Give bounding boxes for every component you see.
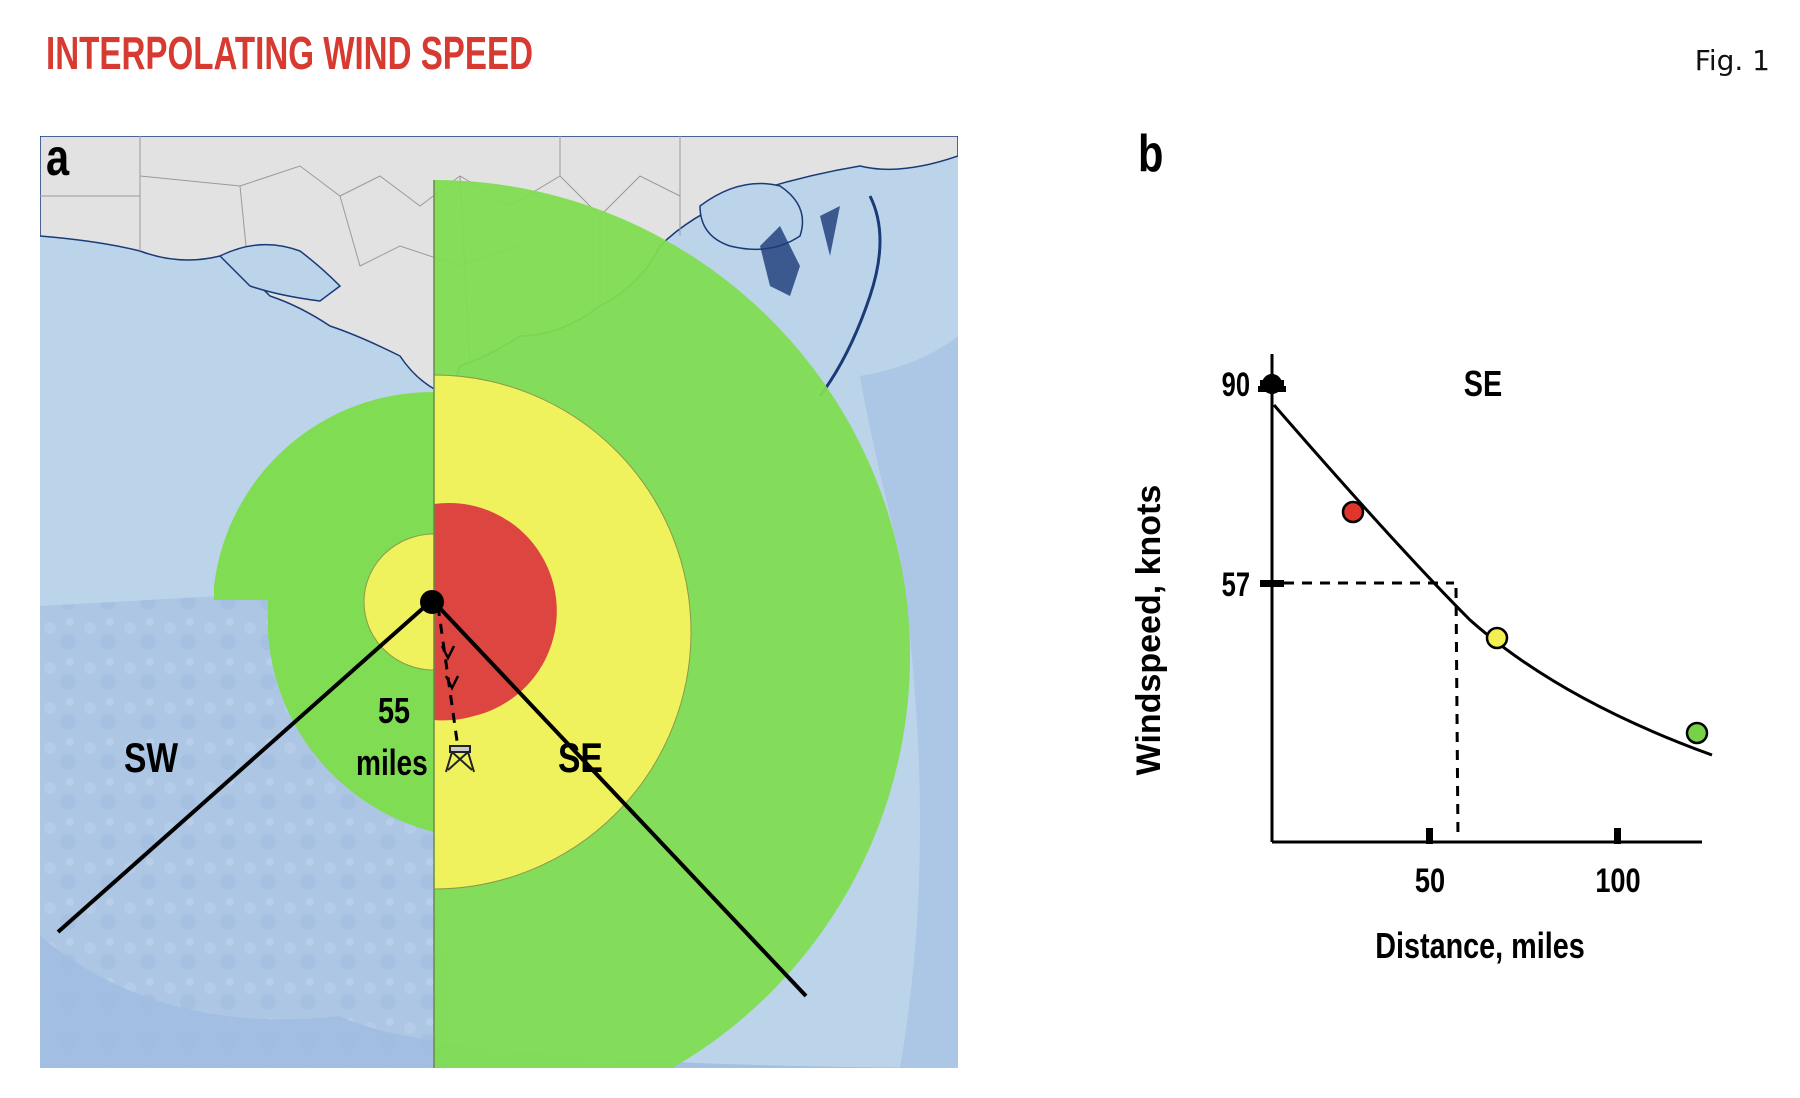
decay-curve bbox=[1272, 404, 1713, 757]
arrow-heads-icon bbox=[440, 645, 460, 691]
figure-number: Fig. 1 bbox=[1694, 44, 1770, 77]
delta-marsh bbox=[760, 206, 840, 296]
guide-vertical bbox=[1454, 587, 1460, 841]
distance-value: 55 bbox=[378, 690, 410, 731]
x-tick-100 bbox=[1614, 828, 1621, 844]
y-tick-57 bbox=[1260, 580, 1284, 587]
windspeed-decay-chart: 90 57 50 100 Distance, miles Windspeed, … bbox=[1130, 354, 1713, 966]
se-label: SE bbox=[558, 736, 603, 782]
y-tick-label-90: 90 bbox=[1222, 367, 1250, 404]
x-tick-50 bbox=[1426, 828, 1433, 844]
chart-sector-label: SE bbox=[1464, 363, 1502, 404]
distance-unit: miles bbox=[356, 743, 428, 783]
bathymetry-deep bbox=[40, 936, 958, 1068]
x-tick-label-100: 100 bbox=[1595, 861, 1640, 900]
bay bbox=[218, 243, 342, 302]
bathymetry-east bbox=[860, 336, 958, 1068]
zone-green-sw-fill bbox=[214, 391, 434, 832]
wind-zone-map: SW SE 55 miles bbox=[40, 136, 958, 1068]
hurricane-center-dot bbox=[1262, 374, 1282, 394]
se-sector-ray bbox=[432, 600, 808, 998]
x-axis-label: Distance, miles bbox=[1375, 925, 1585, 966]
hurricane-center-icon bbox=[420, 590, 444, 614]
zone-yellow-sw bbox=[363, 533, 435, 671]
y-tick-label-57: 57 bbox=[1222, 567, 1250, 604]
barrier-island bbox=[818, 195, 882, 397]
oil-platform-icon bbox=[445, 745, 475, 773]
panel-a-letter: a bbox=[46, 129, 70, 187]
panel-b-letter: b bbox=[1138, 125, 1164, 183]
distance-path bbox=[436, 605, 460, 749]
x-tick-label-50: 50 bbox=[1415, 861, 1445, 900]
zone-yellow-se bbox=[433, 374, 692, 890]
zone-red-se-fill bbox=[434, 504, 542, 720]
y-axis-label: Windspeed, knots bbox=[1130, 485, 1168, 776]
data-point-red bbox=[1341, 500, 1365, 524]
figure-title: INTERPOLATING WIND SPEED bbox=[46, 27, 534, 79]
data-point-yellow bbox=[1485, 626, 1509, 650]
sw-label: SW bbox=[124, 736, 178, 782]
sw-sector-ray bbox=[56, 600, 432, 934]
data-point-green bbox=[1685, 721, 1709, 745]
